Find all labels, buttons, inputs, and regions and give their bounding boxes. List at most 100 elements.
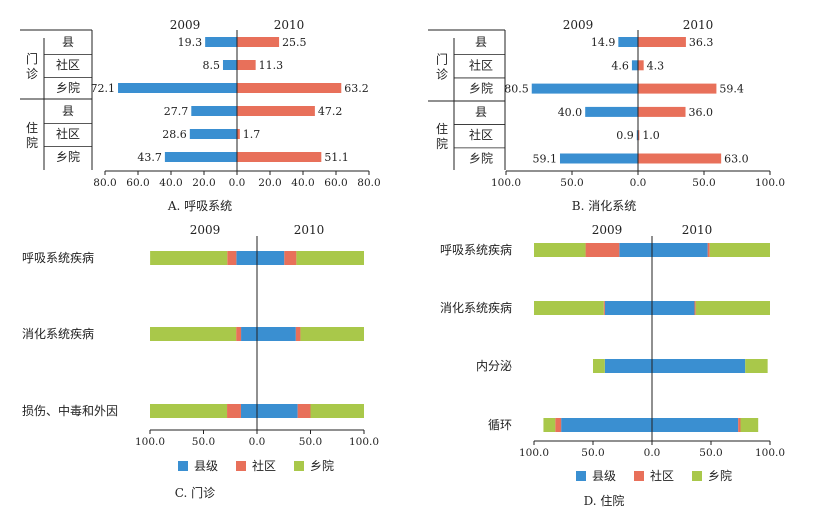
bar-2009-township bbox=[150, 327, 237, 341]
value-label-2010: 59.4 bbox=[719, 83, 744, 96]
bar-2010-county bbox=[652, 359, 746, 373]
group-label-1-char: 住 bbox=[436, 122, 448, 136]
group-label-1-char: 院 bbox=[26, 136, 38, 150]
x-tick-label: 0.0 bbox=[229, 177, 246, 189]
bar-2010 bbox=[237, 106, 315, 116]
group-label-1-char: 院 bbox=[436, 137, 448, 151]
panel-caption: B. 消化系统 bbox=[572, 199, 636, 213]
x-tick-label: 100.0 bbox=[519, 447, 549, 459]
x-tick-label: 100.0 bbox=[491, 177, 521, 189]
x-tick-label: 20.0 bbox=[258, 177, 281, 189]
value-label-2010: 1.0 bbox=[642, 129, 660, 142]
year-2009-label: 2009 bbox=[170, 18, 201, 32]
legend-swatch-community bbox=[236, 461, 246, 471]
bar-2009-township bbox=[543, 418, 556, 432]
category-label: 内分泌 bbox=[476, 359, 512, 373]
legend-swatch-community bbox=[634, 471, 644, 481]
group-label-1-char: 住 bbox=[26, 121, 38, 135]
bar-2010-township bbox=[709, 243, 770, 257]
panel-caption: C. 门诊 bbox=[175, 485, 215, 500]
bar-2009-township bbox=[150, 404, 228, 418]
year-2009-label: 2009 bbox=[190, 223, 221, 237]
row-label: 县 bbox=[62, 104, 74, 118]
value-label-2010: 25.5 bbox=[282, 36, 307, 49]
bar-2009 bbox=[559, 153, 638, 164]
value-label-2009: 8.5 bbox=[202, 59, 220, 72]
bar-2010-county bbox=[652, 243, 708, 257]
x-tick-label: 50.0 bbox=[192, 436, 215, 448]
row-label: 县 bbox=[475, 105, 487, 119]
x-tick-label: 60.0 bbox=[324, 177, 347, 189]
bar-2010 bbox=[638, 60, 644, 71]
bar-2009-county bbox=[619, 243, 652, 257]
row-label: 乡院 bbox=[56, 81, 80, 95]
row-label: 乡院 bbox=[469, 152, 493, 166]
x-tick-label: 0.0 bbox=[644, 447, 661, 459]
x-tick-label: 20.0 bbox=[192, 177, 215, 189]
legend-label-community: 社区 bbox=[650, 468, 674, 483]
bar-2009 bbox=[585, 106, 638, 117]
x-tick-label: 100.0 bbox=[135, 436, 165, 448]
x-tick-label: 50.0 bbox=[692, 177, 715, 189]
category-label: 消化系统疾病 bbox=[22, 326, 94, 341]
value-label-2010: 63.2 bbox=[344, 82, 369, 95]
value-label-2009: 40.0 bbox=[558, 106, 583, 119]
bar-2010-community bbox=[707, 243, 710, 257]
row-label: 县 bbox=[475, 35, 487, 49]
value-label-2009: 28.6 bbox=[162, 128, 187, 141]
row-label: 乡院 bbox=[469, 82, 493, 96]
bar-2009-county bbox=[241, 327, 257, 341]
year-2010-label: 2010 bbox=[682, 223, 713, 237]
group-label-1: 住院 bbox=[436, 122, 448, 151]
bar-2009 bbox=[631, 60, 638, 71]
bar-2010-community bbox=[694, 301, 696, 315]
bar-2009-township bbox=[150, 251, 228, 265]
category-label: 呼吸系统疾病 bbox=[22, 250, 94, 265]
value-label-2009: 19.3 bbox=[178, 36, 203, 49]
bar-2010-township bbox=[740, 418, 759, 432]
value-label-2009: 72.1 bbox=[91, 82, 116, 95]
bar-2010 bbox=[237, 37, 280, 47]
value-label-2010: 1.7 bbox=[243, 128, 261, 141]
bar-2010 bbox=[237, 152, 322, 162]
bar-2009-township bbox=[593, 359, 605, 373]
category-label: 呼吸系统疾病 bbox=[440, 242, 512, 257]
bar-2009 bbox=[636, 130, 638, 141]
x-tick-label: 50.0 bbox=[299, 436, 322, 448]
legend-label-township: 乡院 bbox=[708, 469, 732, 483]
category-label: 循环 bbox=[488, 418, 512, 432]
x-tick-label: 100.0 bbox=[349, 436, 379, 448]
category-label: 损伤、中毒和外因 bbox=[22, 403, 118, 418]
group-label-0: 门诊 bbox=[26, 51, 38, 81]
bar-2010-county bbox=[257, 404, 298, 418]
legend-label-county: 县级 bbox=[592, 469, 616, 483]
bar-2009-community bbox=[227, 251, 237, 265]
bar-2010 bbox=[237, 60, 256, 70]
year-2010-label: 2010 bbox=[294, 223, 325, 237]
group-label-0: 门诊 bbox=[436, 51, 448, 81]
row-label: 乡院 bbox=[56, 150, 80, 164]
legend-swatch-township bbox=[294, 461, 304, 471]
bar-2010-county bbox=[652, 301, 695, 315]
row-label: 社区 bbox=[56, 57, 80, 72]
bar-2010 bbox=[638, 83, 717, 94]
bar-2009-county bbox=[236, 251, 257, 265]
x-tick-label: 50.0 bbox=[560, 177, 583, 189]
x-tick-label: 80.0 bbox=[93, 177, 116, 189]
bar-2009 bbox=[189, 129, 237, 139]
bar-2010 bbox=[638, 106, 686, 117]
value-label-2010: 11.3 bbox=[259, 59, 284, 72]
year-2009-label: 2009 bbox=[563, 18, 594, 32]
x-tick-label: 0.0 bbox=[630, 177, 647, 189]
bar-2010-county bbox=[652, 418, 739, 432]
value-label-2010: 51.1 bbox=[324, 151, 349, 164]
bar-2009-county bbox=[604, 359, 652, 373]
row-label: 社区 bbox=[469, 127, 493, 142]
value-label-2009: 59.1 bbox=[532, 153, 557, 166]
bar-2009-community bbox=[603, 301, 605, 315]
bar-2009-township bbox=[534, 243, 586, 257]
x-tick-label: 60.0 bbox=[126, 177, 149, 189]
bar-2010-township bbox=[695, 301, 770, 315]
x-tick-label: 100.0 bbox=[755, 177, 785, 189]
bar-2009 bbox=[222, 60, 237, 70]
